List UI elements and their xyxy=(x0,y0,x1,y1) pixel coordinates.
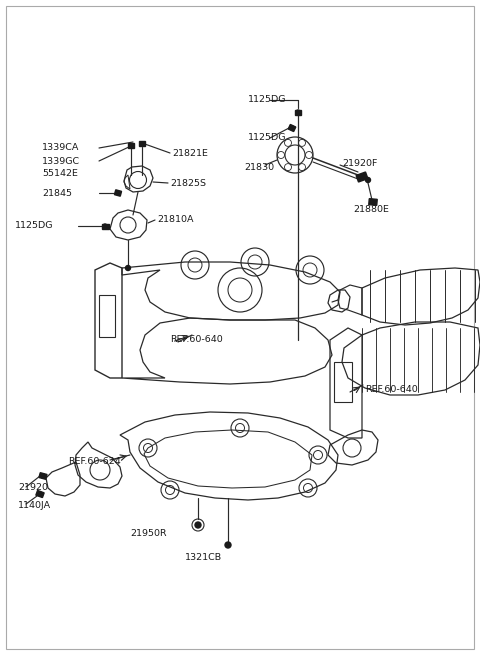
Circle shape xyxy=(125,265,131,271)
Circle shape xyxy=(296,110,300,114)
Bar xyxy=(39,473,47,479)
Circle shape xyxy=(38,492,42,496)
Text: 1321CB: 1321CB xyxy=(185,553,222,563)
Circle shape xyxy=(371,200,375,204)
Circle shape xyxy=(290,126,294,130)
Bar xyxy=(139,141,145,145)
Circle shape xyxy=(41,474,45,478)
Text: 21825S: 21825S xyxy=(170,179,206,187)
Text: 21810A: 21810A xyxy=(157,215,193,225)
Text: 21920F: 21920F xyxy=(342,159,377,168)
Bar xyxy=(36,491,44,498)
Text: 1125DG: 1125DG xyxy=(248,134,287,143)
Text: 1339GC: 1339GC xyxy=(42,157,80,166)
Circle shape xyxy=(117,191,120,195)
Text: 1339CA: 1339CA xyxy=(42,143,79,153)
Bar xyxy=(369,198,377,205)
Circle shape xyxy=(365,178,371,183)
Bar xyxy=(288,124,296,132)
Bar xyxy=(114,190,121,196)
Bar xyxy=(128,143,134,147)
Text: 55142E: 55142E xyxy=(42,170,78,179)
Text: 21830: 21830 xyxy=(244,162,274,172)
Circle shape xyxy=(195,522,201,528)
Text: 1140JA: 1140JA xyxy=(18,502,51,510)
Text: 21821E: 21821E xyxy=(172,149,208,157)
Text: 1125DG: 1125DG xyxy=(15,221,53,231)
Circle shape xyxy=(129,144,133,148)
Text: REF.60-624: REF.60-624 xyxy=(68,457,121,466)
Circle shape xyxy=(225,542,231,548)
Text: REF.60-640: REF.60-640 xyxy=(365,386,418,394)
Text: 21845: 21845 xyxy=(42,189,72,198)
Circle shape xyxy=(103,224,107,228)
Bar xyxy=(356,172,368,182)
Text: 21920: 21920 xyxy=(18,483,48,491)
Text: 21880E: 21880E xyxy=(353,206,389,214)
Text: REF.60-640: REF.60-640 xyxy=(170,335,223,345)
Text: 21950R: 21950R xyxy=(130,529,167,538)
Bar xyxy=(101,223,108,229)
Text: 1125DG: 1125DG xyxy=(248,96,287,105)
Bar xyxy=(295,109,301,115)
